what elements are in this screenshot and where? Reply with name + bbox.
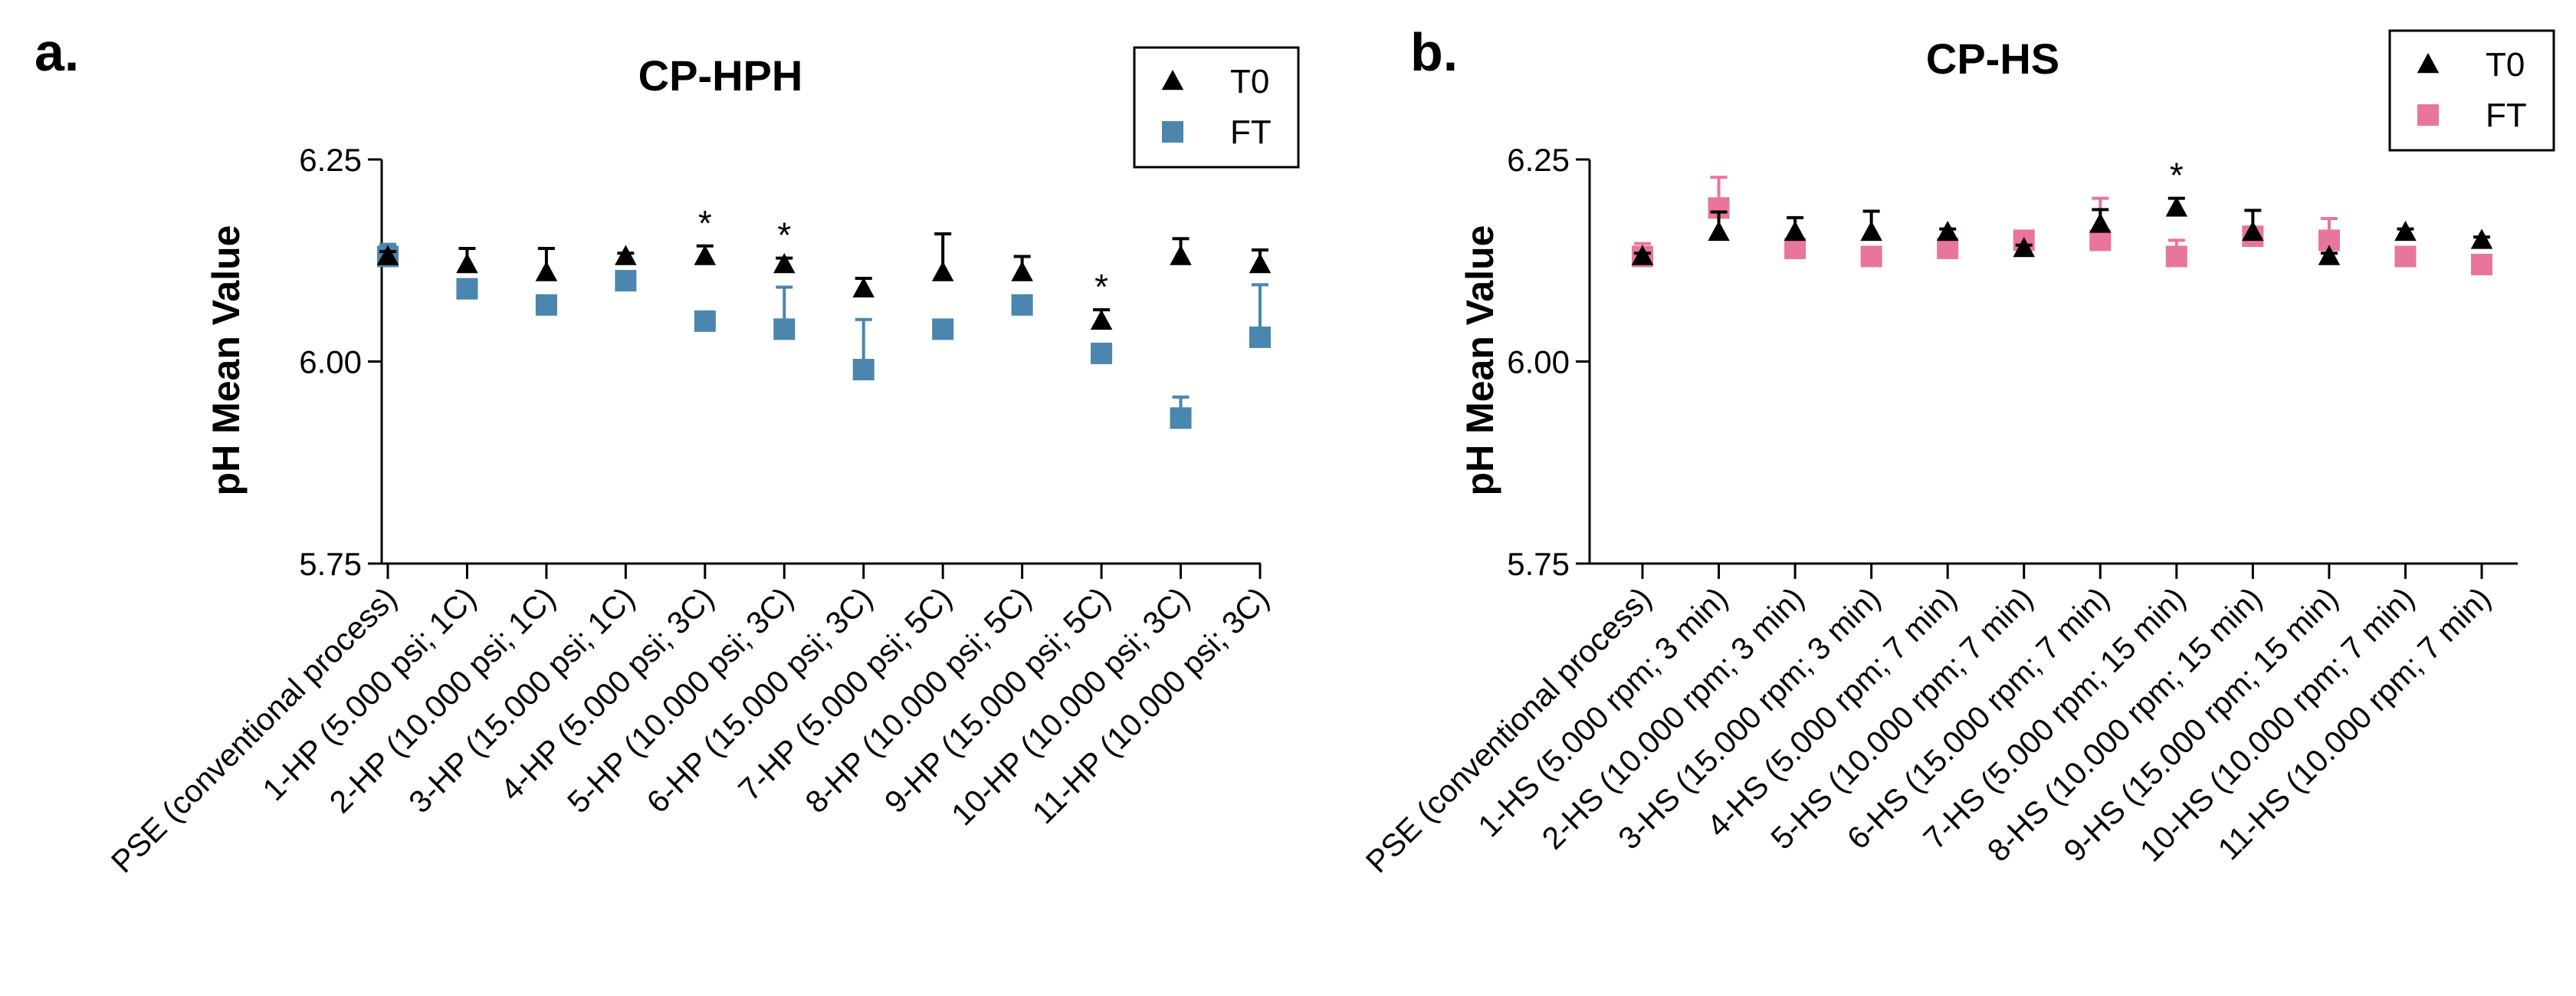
- y-axis-label: pH Mean Value: [1459, 225, 1501, 496]
- panel-letter: b.: [1410, 22, 1458, 82]
- data-point-t0: [773, 253, 796, 274]
- data-point-t0: [1708, 220, 1730, 242]
- data-point-ft: [1784, 237, 1806, 259]
- data-point-ft: [535, 294, 557, 316]
- legend-label: T0: [2486, 46, 2525, 84]
- data-point-t0: [2165, 196, 2188, 217]
- data-point-ft: [773, 318, 796, 340]
- x-tick-label: PSE (conventional process): [1359, 580, 1658, 879]
- data-point-ft: [2089, 229, 2112, 251]
- data-point-t0: [852, 277, 875, 297]
- data-point-t0: [2470, 228, 2493, 249]
- legend-box: [2388, 29, 2555, 152]
- data-point-t0: [1631, 245, 1654, 265]
- legend-box: [1133, 46, 1300, 169]
- data-point-t0: [931, 261, 954, 281]
- y-tick-label: 6.00: [299, 344, 362, 380]
- data-point-ft: [615, 270, 637, 292]
- data-point-t0: [2242, 220, 2264, 242]
- legend-label: FT: [1230, 113, 1272, 151]
- data-point-t0: [1784, 220, 1806, 242]
- panel-letter: a.: [34, 22, 79, 82]
- data-point-ft: [1170, 407, 1192, 429]
- data-point-ft: [694, 310, 716, 332]
- significance-asterisk: *: [777, 215, 791, 255]
- data-point-t0: [1860, 220, 1882, 242]
- data-point-t0: [1170, 245, 1192, 265]
- data-point-t0: [1011, 261, 1033, 281]
- data-point-ft: [1011, 294, 1033, 316]
- legend-marker-ft: [1162, 121, 1183, 143]
- significance-asterisk: *: [2170, 156, 2184, 196]
- data-point-ft: [2471, 254, 2492, 276]
- data-point-ft: [932, 318, 954, 340]
- chart-title: CP-HPH: [638, 51, 803, 100]
- panel-b-cp-hs: b. CP-HS pH Mean Value 5.75 6.00 6.25 PSE (con…: [1359, 22, 2555, 879]
- y-tick-label: 5.75: [1507, 546, 1570, 582]
- significance-asterisk: *: [1094, 267, 1108, 307]
- data-point-t0: [1090, 309, 1113, 330]
- legend-marker-ft: [2417, 104, 2439, 126]
- y-tick-label: 6.25: [299, 142, 362, 178]
- data-point-t0: [535, 261, 558, 281]
- data-point-ft: [852, 359, 875, 381]
- data-point-ft: [1937, 237, 1959, 259]
- data-point-t0: [694, 245, 717, 265]
- data-point-ft: [1860, 245, 1882, 268]
- data-point-t0: [2013, 236, 2035, 258]
- data-point-t0: [615, 245, 637, 265]
- data-point-t0: [2394, 220, 2417, 242]
- data-point-ft: [2165, 245, 2187, 268]
- y-tick-label: 5.75: [299, 546, 362, 582]
- data-point-t0: [456, 253, 478, 274]
- data-point-t0: [2089, 212, 2112, 233]
- y-tick-label: 6.00: [1507, 344, 1570, 380]
- data-point-ft: [1091, 342, 1113, 364]
- chart-title: CP-HS: [1926, 35, 2059, 83]
- significance-asterisk: *: [698, 203, 712, 243]
- panel-a-cp-hph: a. CP-HPH pH Mean Value 5.75 6.00 6.25 PSE (co…: [34, 22, 1300, 879]
- legend-marker-t0: [1161, 70, 1184, 90]
- y-axis-label: pH Mean Value: [205, 225, 248, 496]
- data-point-ft: [2394, 245, 2417, 268]
- data-point-t0: [376, 245, 399, 265]
- data-point-ft: [456, 278, 478, 300]
- data-point-t0: [1936, 220, 1959, 242]
- legend-label: FT: [2486, 97, 2527, 134]
- data-point-t0: [1249, 253, 1272, 274]
- legend-label: T0: [1230, 63, 1269, 100]
- data-point-ft: [1249, 326, 1271, 348]
- legend-marker-t0: [2417, 53, 2440, 74]
- data-point-t0: [2318, 245, 2341, 265]
- x-tick-label: PSE (conventional process): [104, 580, 403, 879]
- y-tick-label: 6.25: [1507, 142, 1570, 178]
